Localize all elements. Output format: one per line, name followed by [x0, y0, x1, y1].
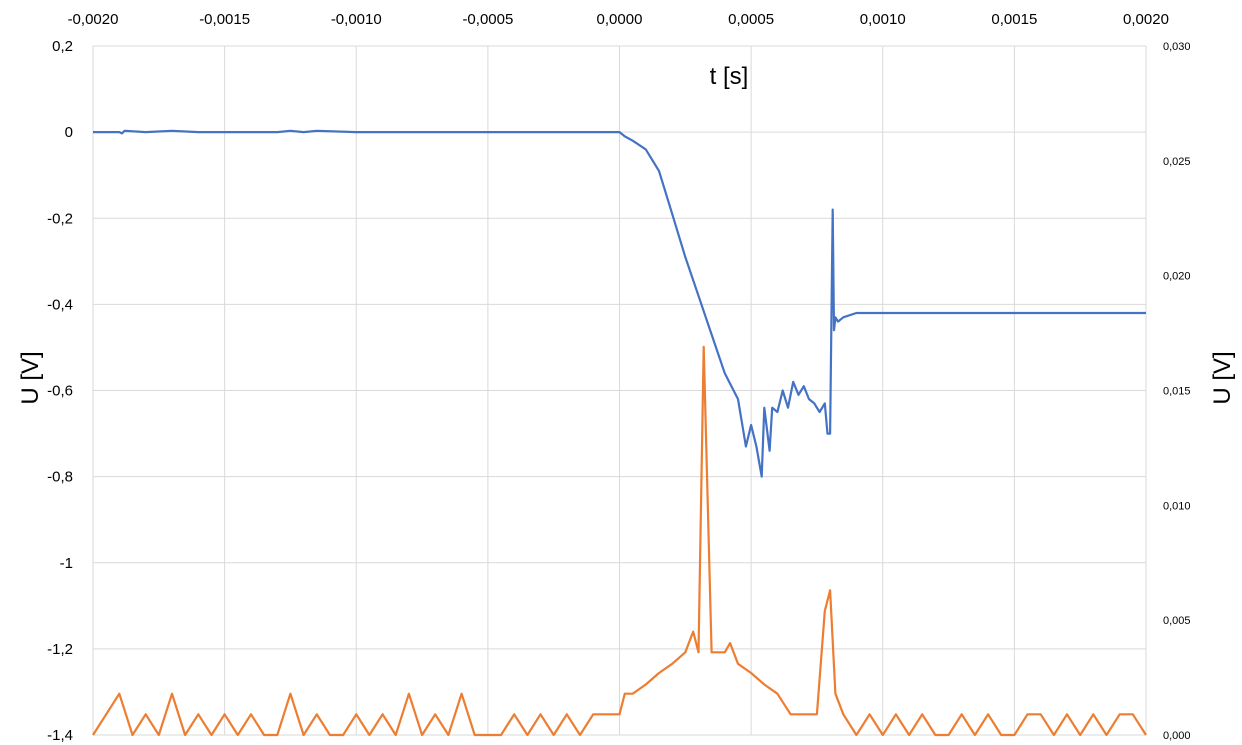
y-left-tick-label: -0,4	[47, 296, 73, 313]
y-axis-right-title: U [V]	[1209, 351, 1236, 404]
series-line-right-axis	[92, 345, 1147, 737]
x-tick-label: -0,0005	[462, 11, 513, 28]
x-tick-label: 0,0000	[597, 11, 643, 28]
y-right-tick-label: 0,030	[1163, 41, 1191, 53]
y-right-tick-label: 0,010	[1163, 500, 1191, 512]
series-layer	[92, 129, 1147, 737]
x-tick-label: -0,0020	[68, 11, 119, 28]
tick-labels: -0,0020 -0,0015 -0,0010 -0,0005 0,0000 0,0005…	[47, 11, 1190, 744]
x-tick-label: 0,0015	[991, 11, 1037, 28]
x-tick-label: 0,0010	[860, 11, 906, 28]
y-axis-left-title: U [V]	[17, 351, 44, 404]
series-line-left-axis	[93, 129, 1146, 478]
y-right-tick-label: 0,025	[1163, 156, 1191, 168]
y-right-tick-label: 0,015	[1163, 386, 1191, 398]
y-left-tick-label: -0,2	[47, 210, 73, 227]
y-left-tick-label: -1,2	[47, 641, 73, 658]
y-left-tick-label: -1,4	[47, 727, 73, 744]
x-tick-label: 0,0005	[728, 11, 774, 28]
x-tick-label: -0,0015	[199, 11, 250, 28]
y-right-tick-label: 0,000	[1163, 730, 1191, 742]
y-right-tick-label: 0,020	[1163, 271, 1191, 283]
y-left-tick-label: 0,2	[52, 38, 73, 55]
y-left-tick-label: 0	[65, 124, 73, 141]
y-left-tick-label: -0,6	[47, 383, 73, 400]
x-tick-label: -0,0010	[331, 11, 382, 28]
y-left-tick-label: -1	[60, 555, 73, 572]
y-left-tick-label: -0,8	[47, 469, 73, 486]
y-right-tick-label: 0,005	[1163, 615, 1191, 627]
x-tick-label: 0,0020	[1123, 11, 1169, 28]
x-axis-title: t [s]	[710, 63, 749, 90]
gridlines	[92, 45, 1147, 736]
